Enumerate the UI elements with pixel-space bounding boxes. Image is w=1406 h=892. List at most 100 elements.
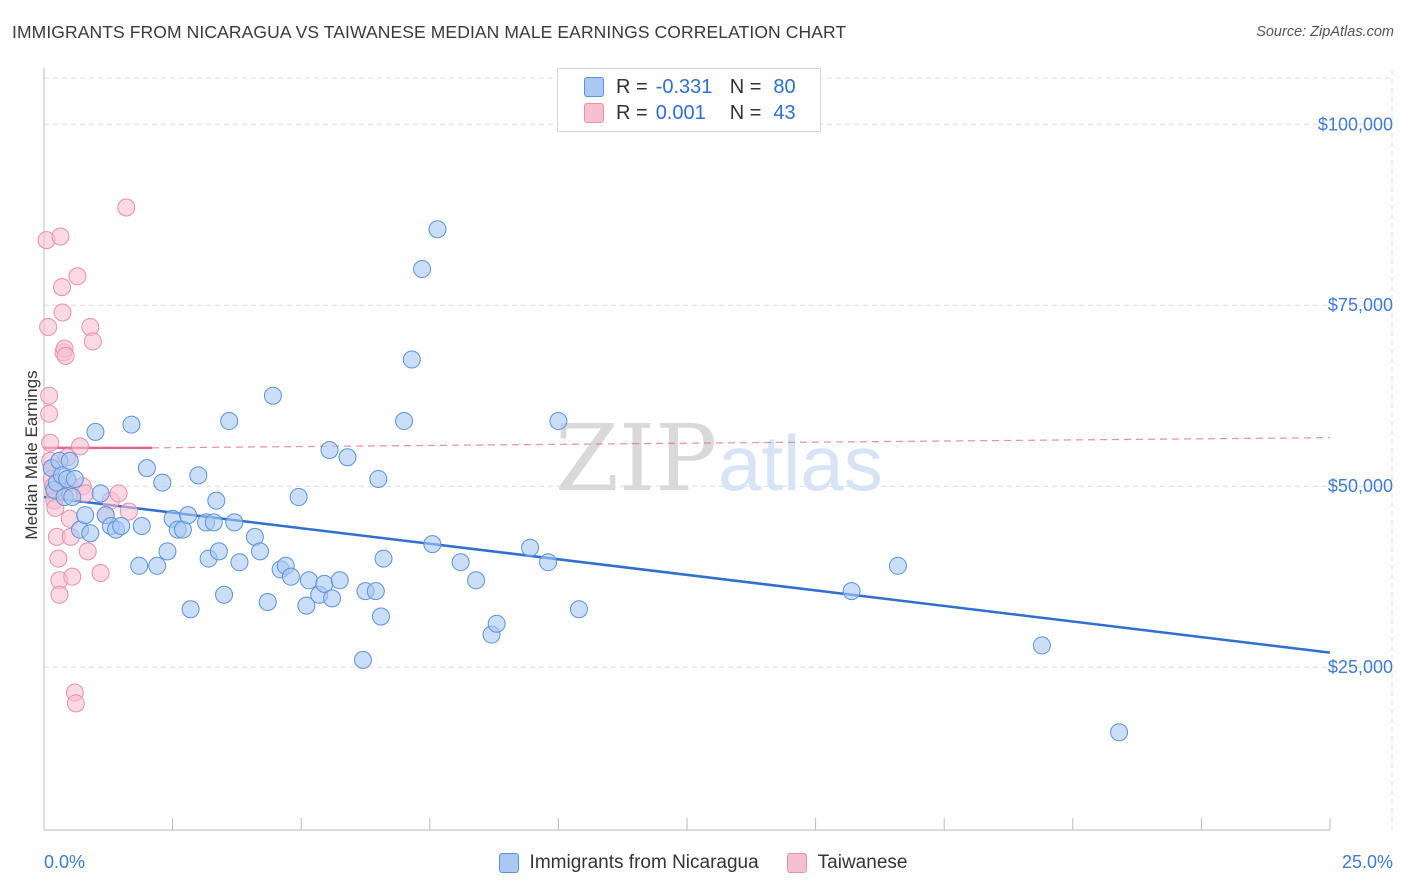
legend-item-taiwanese[interactable]: Taiwanese — [786, 852, 908, 874]
y-tick-label: $50,000 — [1328, 476, 1393, 496]
nicaragua-point — [122, 415, 141, 434]
grid-lines — [44, 70, 1393, 830]
nicaragua-point — [181, 600, 200, 619]
nicaragua-point — [215, 585, 234, 604]
legend-r-value: -0.331 — [655, 75, 713, 98]
taiwanese-point — [49, 549, 68, 568]
nicaragua-point — [374, 549, 393, 568]
nicaragua-point — [371, 607, 390, 626]
y-tick-label: $100,000 — [1318, 114, 1393, 134]
taiwanese-point — [78, 542, 97, 561]
x-tick-label: 0.0% — [44, 852, 85, 872]
nicaragua-point — [842, 582, 861, 601]
nicaragua-point — [428, 220, 447, 239]
nicaragua-point — [1110, 723, 1129, 742]
legend-swatch-blue — [584, 77, 604, 97]
legend-item-nicaragua[interactable]: Immigrants from Nicaragua — [498, 852, 759, 874]
nicaragua-point — [366, 582, 385, 601]
legend-row-taiwanese: R = 0.001 N = 43 — [584, 100, 796, 126]
y-tick-label: $25,000 — [1328, 657, 1393, 677]
nicaragua-points — [42, 220, 1129, 742]
legend-n-label: N = — [729, 101, 762, 124]
taiwanese-point — [71, 437, 90, 456]
nicaragua-point — [299, 571, 318, 590]
nicaragua-point — [112, 517, 131, 535]
nicaragua-point — [1032, 636, 1051, 655]
nicaragua-point — [888, 556, 907, 575]
nicaragua-point — [130, 556, 149, 575]
taiwanese-point — [39, 317, 58, 336]
legend-swatch-pink — [786, 853, 807, 873]
nicaragua-point — [338, 448, 357, 467]
taiwanese-point — [53, 278, 72, 297]
taiwanese-point — [50, 585, 69, 604]
nicaragua-point — [158, 542, 177, 561]
nicaragua-point — [204, 513, 223, 532]
nicaragua-point — [467, 571, 486, 590]
legend-label-taiwanese: Taiwanese — [817, 852, 908, 873]
nicaragua-point — [297, 596, 316, 615]
nicaragua-point — [569, 600, 588, 619]
legend-swatch-blue — [498, 853, 519, 873]
nicaragua-point — [289, 488, 308, 507]
nicaragua-point — [153, 473, 172, 492]
nicaragua-point — [132, 517, 151, 535]
nicaragua-point — [207, 491, 226, 510]
nicaragua-point — [451, 553, 470, 572]
watermark: ZIP atlas — [555, 405, 883, 512]
nicaragua-point — [63, 488, 82, 507]
nicaragua-point — [258, 593, 277, 611]
taiwanese-point — [41, 433, 60, 452]
nicaragua-point — [86, 422, 105, 441]
y-tick-label: $75,000 — [1328, 295, 1393, 315]
nicaragua-point — [209, 542, 228, 561]
legend-row-nicaragua: R = -0.331 N = 80 — [584, 74, 796, 100]
trend-lines — [43, 437, 1331, 654]
nicaragua-point — [220, 412, 239, 431]
nicaragua-point — [395, 412, 414, 431]
tick-labels: $25,000 $50,000 $75,000 $100,000 0.0% 25.0% — [44, 114, 1393, 872]
nicaragua-point — [521, 538, 540, 557]
legend-n-value: 80 — [773, 75, 796, 98]
nicaragua-point — [549, 412, 568, 431]
nicaragua-point — [179, 506, 198, 525]
nicaragua-point — [148, 556, 167, 575]
nicaragua-point — [189, 466, 208, 485]
nicaragua-point — [539, 553, 558, 572]
nicaragua-point — [81, 524, 100, 543]
watermark-atlas: atlas — [718, 419, 883, 507]
legend-r-label: R = — [616, 75, 648, 98]
nicaragua-point — [330, 571, 349, 590]
series-legend: Immigrants from Nicaragua Taiwanese — [0, 852, 1406, 874]
taiwanese-point — [53, 303, 72, 322]
taiwanese-point — [56, 346, 75, 365]
nicaragua-point — [413, 260, 432, 279]
nicaragua-point — [60, 451, 79, 470]
taiwanese-point — [40, 404, 59, 423]
nicaragua-point — [402, 350, 421, 369]
taiwanese-point — [51, 227, 70, 246]
legend-n-value: 43 — [773, 101, 796, 124]
taiwanese-point — [83, 332, 102, 351]
chart-source: Source: ZipAtlas.com — [1256, 24, 1394, 40]
legend-r-value: 0.001 — [655, 101, 706, 124]
nicaragua-point — [137, 459, 156, 478]
legend-r-label: R = — [616, 101, 648, 124]
nicaragua-point — [320, 441, 339, 459]
nicaragua-trend-line — [43, 495, 1331, 654]
watermark-zip: ZIP — [555, 405, 717, 512]
nicaragua-point — [230, 553, 249, 572]
taiwanese-point — [117, 198, 136, 217]
nicaragua-point — [353, 650, 372, 669]
taiwanese-point — [66, 694, 85, 713]
y-axis-label: Median Male Earnings — [22, 370, 41, 539]
nicaragua-point — [263, 386, 282, 405]
taiwanese-point — [91, 564, 110, 583]
taiwanese-trend-extension — [152, 437, 1331, 449]
nicaragua-point — [225, 513, 244, 532]
nicaragua-point — [323, 589, 342, 608]
stats-legend: R = -0.331 N = 80 R = 0.001 N = 43 — [557, 68, 821, 132]
taiwanese-point — [63, 567, 82, 586]
chart-title: IMMIGRANTS FROM NICARAGUA VS TAIWANESE M… — [12, 22, 847, 42]
